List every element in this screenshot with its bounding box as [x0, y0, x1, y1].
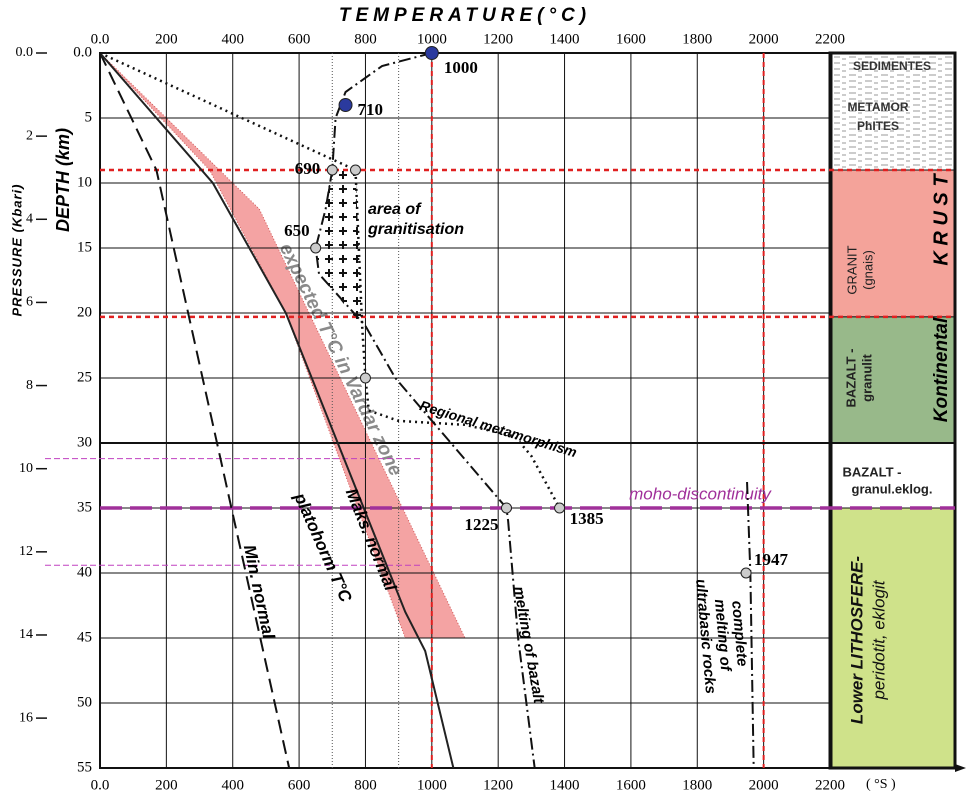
data-point	[501, 503, 511, 513]
band-area	[100, 53, 465, 638]
y2-axis-label: PRESSURE (Kbari)	[9, 183, 24, 316]
data-point	[351, 165, 361, 175]
data-point	[327, 165, 337, 175]
x-tick-label: 1200	[483, 31, 513, 47]
y-tick-label: 35	[77, 499, 92, 515]
x-tick-label: 1800	[682, 31, 712, 47]
point-label: 1947	[754, 550, 789, 569]
y2-tick-label: 8	[26, 378, 33, 393]
x-tick-label: 2200	[815, 777, 845, 793]
x-tick-label: 2200	[815, 31, 845, 47]
y2-tick-label: 0.0	[16, 45, 34, 60]
crust-layer-label: peridotit, eklogit	[869, 579, 888, 700]
crust-layer-label: SEDIMENTES	[853, 59, 931, 73]
x-tick-label: 1000	[417, 31, 447, 47]
data-point	[741, 568, 751, 578]
data-point	[311, 243, 321, 253]
series-line	[100, 53, 289, 768]
y2-tick-label: 12	[19, 544, 33, 559]
crust-layer-label: granulit	[859, 354, 874, 402]
x-tick-label: 2000	[749, 31, 779, 47]
y-tick-label: 45	[77, 629, 92, 645]
annotation: K R U S T	[930, 173, 952, 266]
x-tick-label: 1800	[682, 777, 712, 793]
x-tick-label: 800	[354, 31, 377, 47]
data-point	[360, 373, 370, 383]
y2-tick-label: 6	[26, 295, 33, 310]
y-tick-label: 40	[77, 564, 92, 580]
x-unit-label: ( °S )	[866, 777, 896, 792]
y-tick-label: 25	[77, 369, 92, 385]
x-tick-label: 2000	[749, 777, 779, 793]
chart-title: TEMPERATURE(°C)	[339, 5, 591, 26]
crust-layer-label: granul.eklog.	[852, 481, 933, 496]
series-line	[100, 53, 453, 768]
crust-layer-label: METAMOR	[847, 100, 908, 114]
x-tick-label: 600	[288, 777, 311, 793]
series-label: Min. normal	[240, 543, 279, 642]
point-label: 1225	[464, 515, 498, 534]
data-point	[339, 99, 352, 112]
x-tick-label: 1400	[550, 777, 580, 793]
series-label: completemelting ofultrabasic rocks	[692, 575, 753, 694]
x-tick-label: 1600	[616, 777, 646, 793]
crust-layer-label: (gnais)	[860, 250, 875, 290]
chart: TEMPERATURE(°C) DEPTH (km) PRESSURE (Kba…	[0, 0, 966, 798]
x-tick-label: 800	[354, 777, 377, 793]
crust-layer-label: GRANIT	[844, 245, 859, 294]
x-tick-label: 1000	[417, 777, 447, 793]
y-axis-label: DEPTH (km)	[53, 128, 73, 232]
crust-layer-label: BAZALT -	[843, 464, 902, 479]
annotation: Kontinental	[931, 317, 952, 422]
x-tick-label: 1600	[616, 31, 646, 47]
x-tick-label: 1200	[483, 777, 513, 793]
y-tick-label: 0.0	[73, 44, 92, 60]
point-label: 1385	[570, 509, 604, 528]
x-tick-label: 200	[155, 31, 178, 47]
crust-layer-label: BAZALT -	[843, 349, 858, 408]
x-tick-label: 0.0	[91, 31, 110, 47]
y2-tick-label: 4	[26, 211, 33, 226]
x-tick-label: 400	[221, 777, 244, 793]
x-tick-label: 600	[288, 31, 311, 47]
crust-layer-label: Lower LITHOSFERE-	[847, 556, 866, 724]
reference-line-label: moho-discontinuity	[629, 484, 772, 503]
point-label: 1000	[444, 58, 478, 77]
y-tick-label: 20	[77, 304, 92, 320]
point-label: 650	[284, 221, 310, 240]
x-tick-label: 200	[155, 777, 178, 793]
point-label: 710	[358, 100, 384, 119]
y-tick-label: 55	[77, 759, 92, 775]
x-tick-label: 0.0	[91, 777, 110, 793]
point-label: 690	[295, 159, 321, 178]
y2-tick-label: 16	[19, 710, 33, 725]
y2-tick-label: 2	[26, 128, 33, 143]
y-tick-label: 30	[77, 434, 92, 450]
x-tick-label: 1400	[550, 31, 580, 47]
data-point	[555, 503, 565, 513]
x-tick-label: 400	[221, 31, 244, 47]
y-tick-label: 15	[77, 239, 92, 255]
y2-tick-label: 14	[19, 627, 33, 642]
axis-arrow	[955, 764, 966, 772]
crust-layer-label: PhITES	[857, 119, 899, 133]
y2-tick-label: 10	[19, 461, 33, 476]
y-tick-label: 50	[77, 694, 92, 710]
y-tick-label: 5	[85, 109, 93, 125]
data-point	[425, 47, 438, 60]
series-label: melting of bazalt	[510, 585, 547, 705]
y-tick-label: 10	[77, 174, 92, 190]
